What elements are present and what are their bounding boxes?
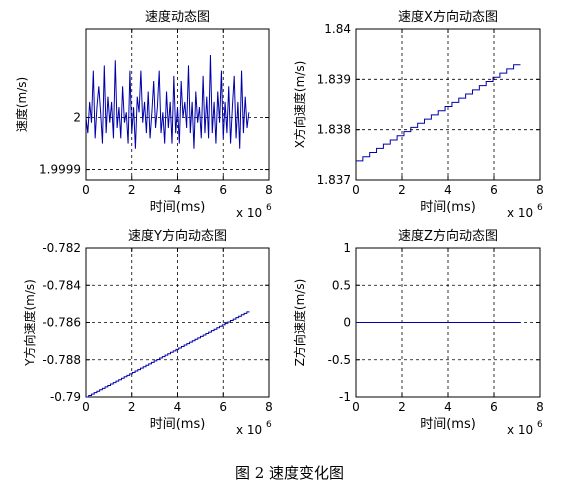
x-axis-multiplier: x 10 (507, 423, 533, 437)
chart-title: 速度Z方向动态图 (398, 228, 498, 244)
x-axis-exponent: 6 (266, 420, 272, 430)
x-axis-exponent: 6 (537, 203, 543, 213)
x-tick-label: 2 (398, 183, 406, 197)
x-axis-multiplier: x 10 (236, 206, 262, 220)
x-tick-label: 2 (128, 183, 136, 197)
x-tick-label: 0 (352, 400, 360, 414)
series-line-1 (356, 64, 521, 162)
y-tick-label: -1 (339, 390, 351, 404)
y-tick-label: 1.838 (317, 123, 351, 137)
x-axis-label: 时间(ms) (420, 200, 476, 215)
y-tick-label: 0 (343, 316, 351, 330)
figure-caption: 图 2 速度变化图 (234, 464, 345, 482)
y-tick-label: -0.788 (42, 353, 81, 367)
x-tick-label: 2 (398, 400, 406, 414)
chart-panel-3: 0 2 4 6 8 -0.79 -0.788 -0.786 -0.784 -0.782 速度Y方向动… (22, 228, 273, 437)
x-tick-label: 6 (490, 400, 498, 414)
x-tick-label: 8 (536, 183, 544, 197)
x-axis-exponent: 6 (266, 203, 272, 213)
x-tick-label: 8 (536, 400, 544, 414)
x-tick-label: 2 (128, 400, 136, 414)
series-line-1 (85, 55, 250, 149)
y-tick-label: 1.9999 (39, 163, 81, 177)
y-tick-label: 1.839 (317, 72, 351, 86)
x-axis-multiplier: x 10 (236, 423, 262, 437)
x-axis-label: 时间(ms) (150, 200, 206, 215)
y-axis-label: Y方向速度(m/s) (22, 279, 37, 367)
x-tick-label: 6 (490, 183, 498, 197)
y-tick-label: -0.79 (50, 390, 81, 404)
x-tick-label: 4 (444, 183, 452, 197)
x-tick-label: 0 (352, 183, 360, 197)
series-line-1 (86, 311, 250, 398)
x-axis-exponent: 6 (537, 420, 543, 430)
y-tick-label: -0.5 (328, 353, 351, 367)
y-axis-label: Z方向速度(m/s) (292, 279, 307, 367)
y-tick-label: -0.782 (42, 241, 81, 255)
y-tick-label: 0.5 (332, 278, 351, 292)
y-tick-label: -0.786 (42, 316, 81, 330)
y-tick-label: 2 (73, 111, 81, 125)
x-axis-label: 时间(ms) (420, 417, 476, 432)
x-tick-label: 0 (82, 400, 90, 414)
x-tick-label: 8 (265, 183, 273, 197)
x-tick-label: 0 (82, 183, 90, 197)
y-axis-label: X方向速度(m/s) (292, 61, 307, 149)
y-tick-label: 1 (343, 241, 351, 255)
chart-title: 速度Y方向动态图 (128, 228, 227, 244)
x-tick-label: 6 (219, 183, 227, 197)
x-tick-label: 8 (265, 400, 273, 414)
x-tick-label: 4 (444, 400, 452, 414)
y-tick-label: -0.784 (42, 278, 81, 292)
x-tick-label: 6 (219, 400, 227, 414)
chart-title: 速度X方向动态图 (398, 9, 498, 25)
x-axis-multiplier: x 10 (507, 206, 533, 220)
y-tick-label: 1.837 (317, 173, 351, 187)
chart-title: 速度动态图 (145, 9, 210, 25)
x-tick-label: 4 (174, 400, 182, 414)
y-tick-label: 1.84 (324, 22, 351, 36)
x-axis-label: 时间(ms) (150, 417, 206, 432)
x-tick-label: 4 (174, 183, 182, 197)
y-axis-label: 速度(m/s) (14, 77, 29, 132)
